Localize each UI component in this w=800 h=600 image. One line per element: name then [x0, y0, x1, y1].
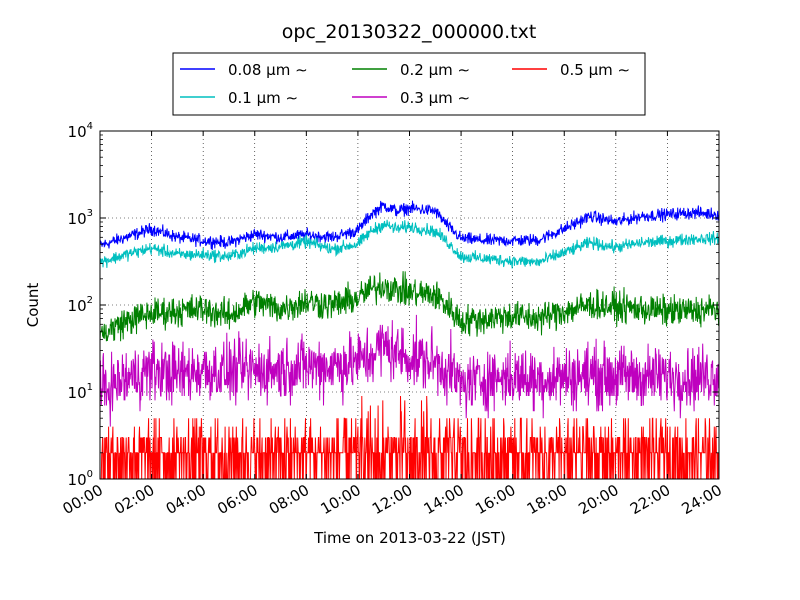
- legend-label-3: 0.3 μm ∼: [400, 89, 470, 107]
- legend-label-4: 0.5 μm ∼: [560, 61, 630, 79]
- legend-box: [172, 52, 646, 116]
- series-line-4: [100, 395, 719, 479]
- legend-label-1: 0.1 μm ∼: [228, 89, 298, 107]
- y-tick-label: 100: [68, 469, 93, 489]
- series-lines: [100, 200, 719, 479]
- y-axis-label: Count: [24, 283, 42, 328]
- series-line-1: [100, 219, 719, 269]
- series-line-3: [100, 314, 719, 427]
- series-line-0: [100, 200, 719, 251]
- series-line-2: [100, 271, 719, 342]
- y-tick-label: 101: [68, 382, 93, 402]
- chart-title: opc_20130322_000000.txt: [282, 21, 537, 43]
- x-axis-label: Time on 2013-03-22 (JST): [313, 529, 506, 547]
- legend-label-2: 0.2 μm ∼: [400, 61, 470, 79]
- legend: 0.08 μm ∼ 0.1 μm ∼ 0.2 μm ∼ 0.3 μm ∼ 0.5 μm …: [172, 52, 646, 116]
- y-tick-label: 104: [68, 121, 93, 141]
- y-tick-label: 103: [68, 208, 93, 228]
- legend-label-0: 0.08 μm ∼: [228, 61, 308, 79]
- y-tick-label: 102: [68, 295, 93, 315]
